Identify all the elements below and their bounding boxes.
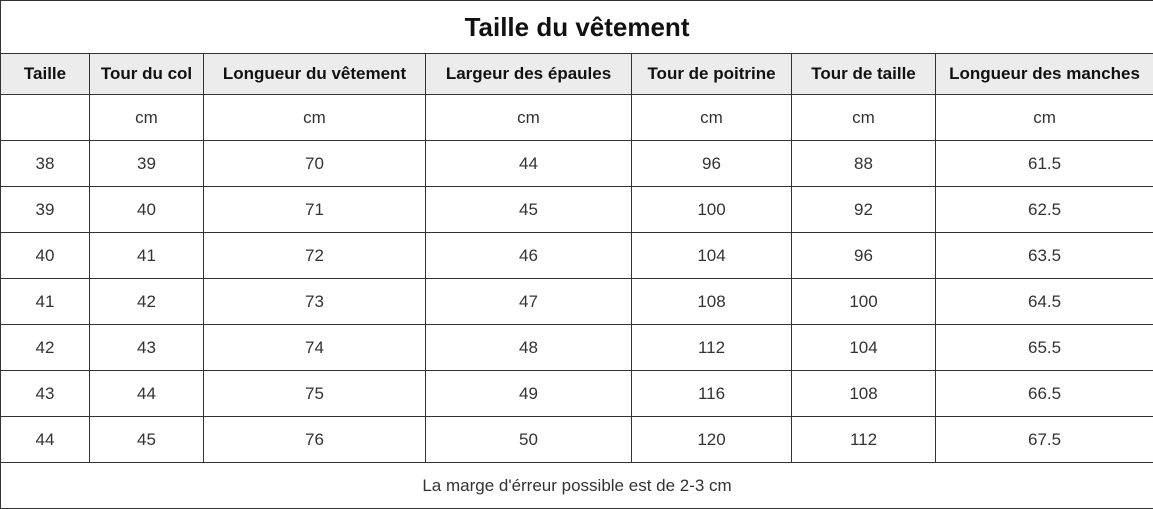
table-cell: 112 (632, 325, 792, 371)
table-cell: 100 (792, 279, 936, 325)
table-cell: 42 (1, 325, 90, 371)
table-row: 40 41 72 46 104 96 63.5 (1, 233, 1153, 279)
table-cell: 104 (632, 233, 792, 279)
unit-cell: cm (204, 95, 426, 141)
table-cell: 65.5 (936, 325, 1153, 371)
header-row: Taille Tour du col Longueur du vêtement … (1, 54, 1153, 95)
unit-cell: cm (426, 95, 632, 141)
table-cell: 104 (792, 325, 936, 371)
table-row: 43 44 75 49 116 108 66.5 (1, 371, 1153, 417)
table-cell: 40 (90, 187, 204, 233)
table-cell: 41 (1, 279, 90, 325)
table-cell: 45 (90, 417, 204, 463)
table-cell: 48 (426, 325, 632, 371)
title-row: Taille du vêtement (1, 1, 1153, 54)
table-cell: 61.5 (936, 141, 1153, 187)
column-header-tour-du-col: Tour du col (90, 54, 204, 95)
table-cell: 88 (792, 141, 936, 187)
table-cell: 46 (426, 233, 632, 279)
unit-cell: cm (90, 95, 204, 141)
unit-cell (1, 95, 90, 141)
table-cell: 67.5 (936, 417, 1153, 463)
table-cell: 44 (426, 141, 632, 187)
unit-cell: cm (632, 95, 792, 141)
column-header-longueur-des-manches: Longueur des manches (936, 54, 1153, 95)
table-cell: 76 (204, 417, 426, 463)
table-cell: 75 (204, 371, 426, 417)
table-cell: 62.5 (936, 187, 1153, 233)
unit-row: cm cm cm cm cm cm (1, 95, 1153, 141)
column-header-tour-de-poitrine: Tour de poitrine (632, 54, 792, 95)
table-cell: 108 (792, 371, 936, 417)
table-cell: 50 (426, 417, 632, 463)
table-cell: 96 (632, 141, 792, 187)
table-cell: 49 (426, 371, 632, 417)
column-header-largeur-des-epaules: Largeur des épaules (426, 54, 632, 95)
table-cell: 72 (204, 233, 426, 279)
table-cell: 108 (632, 279, 792, 325)
table-cell: 70 (204, 141, 426, 187)
table-cell: 39 (1, 187, 90, 233)
table-cell: 44 (90, 371, 204, 417)
table-cell: 96 (792, 233, 936, 279)
unit-cell: cm (936, 95, 1153, 141)
table-cell: 42 (90, 279, 204, 325)
table-cell: 64.5 (936, 279, 1153, 325)
table-cell: 100 (632, 187, 792, 233)
table-cell: 71 (204, 187, 426, 233)
column-header-taille: Taille (1, 54, 90, 95)
table-row: 39 40 71 45 100 92 62.5 (1, 187, 1153, 233)
table-cell: 43 (1, 371, 90, 417)
table-cell: 39 (90, 141, 204, 187)
table-cell: 112 (792, 417, 936, 463)
table-cell: 63.5 (936, 233, 1153, 279)
table-row: 44 45 76 50 120 112 67.5 (1, 417, 1153, 463)
table-cell: 45 (426, 187, 632, 233)
table-cell: 74 (204, 325, 426, 371)
table-cell: 73 (204, 279, 426, 325)
table-cell: 116 (632, 371, 792, 417)
footer-row: La marge d'érreur possible est de 2-3 cm (1, 463, 1153, 509)
column-header-tour-de-taille: Tour de taille (792, 54, 936, 95)
table-cell: 66.5 (936, 371, 1153, 417)
error-margin-note: La marge d'érreur possible est de 2-3 cm (1, 463, 1153, 509)
table-row: 41 42 73 47 108 100 64.5 (1, 279, 1153, 325)
table-cell: 92 (792, 187, 936, 233)
table-cell: 41 (90, 233, 204, 279)
column-header-longueur-du-vetement: Longueur du vêtement (204, 54, 426, 95)
unit-cell: cm (792, 95, 936, 141)
table-cell: 38 (1, 141, 90, 187)
table-cell: 47 (426, 279, 632, 325)
table-cell: 120 (632, 417, 792, 463)
table-cell: 43 (90, 325, 204, 371)
table-row: 38 39 70 44 96 88 61.5 (1, 141, 1153, 187)
table-title: Taille du vêtement (1, 1, 1153, 54)
table-row: 42 43 74 48 112 104 65.5 (1, 325, 1153, 371)
table-cell: 44 (1, 417, 90, 463)
table-cell: 40 (1, 233, 90, 279)
